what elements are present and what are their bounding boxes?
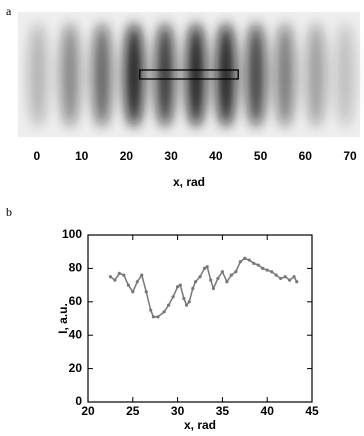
data-point xyxy=(270,270,274,274)
data-point xyxy=(274,273,278,277)
x-tick-label: 40 xyxy=(209,149,223,163)
y-tick-label: 80 xyxy=(69,261,83,275)
x-tick-label: 40 xyxy=(261,404,275,418)
data-point xyxy=(202,266,207,270)
data-point xyxy=(167,303,171,307)
x-tick-label: 20 xyxy=(120,149,134,163)
data-point xyxy=(295,280,299,284)
data-point xyxy=(135,280,139,284)
data-point xyxy=(225,280,229,284)
fringe xyxy=(28,23,48,127)
x-tick-label: 10 xyxy=(75,149,89,163)
plot-frame xyxy=(87,234,313,403)
x-tick-label: 35 xyxy=(216,404,230,418)
fringe xyxy=(335,23,355,127)
x-tick-label: 0 xyxy=(34,149,41,163)
x-tick-label: 30 xyxy=(171,404,185,418)
y-tick-label: 100 xyxy=(62,227,82,241)
data-point xyxy=(140,273,144,277)
x-axis-label: x, rad xyxy=(173,175,205,189)
data-point xyxy=(198,275,202,279)
x-tick-label: 70 xyxy=(343,149,357,163)
data-point xyxy=(243,256,247,260)
data-point xyxy=(126,283,130,287)
x-tick-label: 60 xyxy=(299,149,313,163)
data-point xyxy=(171,295,175,299)
fringe xyxy=(216,23,236,127)
data-point xyxy=(279,276,283,281)
y-axis-label: I, a.u. xyxy=(56,303,70,334)
panel-label: a xyxy=(6,4,12,18)
x-tick-label: 20 xyxy=(81,404,95,418)
x-tick-label: 30 xyxy=(164,149,178,163)
data-point xyxy=(205,265,209,269)
data-point xyxy=(108,275,112,279)
y-tick-label: 0 xyxy=(75,394,82,408)
data-point xyxy=(247,258,251,262)
data-point xyxy=(187,300,191,304)
data-point xyxy=(131,290,135,294)
data-point xyxy=(117,271,121,276)
data-point xyxy=(176,285,180,289)
data-point xyxy=(182,296,186,301)
data-point xyxy=(113,278,117,282)
data-point xyxy=(216,276,220,281)
data-line xyxy=(109,257,298,318)
panel-label: b xyxy=(6,205,12,219)
fringe xyxy=(246,23,266,127)
x-axis-label: x, rad xyxy=(184,418,216,432)
fringe xyxy=(60,23,80,127)
fringe xyxy=(124,23,144,127)
data-point xyxy=(178,283,182,287)
data-point xyxy=(261,266,265,270)
data-point xyxy=(191,286,195,291)
y-tick-label: 60 xyxy=(69,294,83,308)
data-point xyxy=(162,310,166,314)
x-tick-label: 25 xyxy=(126,404,140,418)
fringe xyxy=(306,23,326,127)
data-point xyxy=(234,270,238,274)
fringe xyxy=(155,23,175,127)
data-point xyxy=(211,286,216,291)
data-point xyxy=(229,273,233,277)
data-point xyxy=(256,263,260,267)
data-point xyxy=(156,315,160,319)
data-point xyxy=(288,278,292,282)
fringe xyxy=(275,23,295,127)
y-tick-label: 40 xyxy=(69,327,83,341)
data-point xyxy=(151,315,156,319)
highlight-box xyxy=(139,69,239,80)
data-point xyxy=(252,261,256,265)
y-tick-label: 20 xyxy=(69,361,83,375)
data-point xyxy=(238,260,242,264)
data-point xyxy=(184,303,189,307)
fringe xyxy=(92,23,112,127)
data-point xyxy=(209,278,213,282)
data-point xyxy=(149,308,153,312)
data-point xyxy=(292,275,296,279)
data-point xyxy=(193,280,198,284)
data-point xyxy=(265,268,269,272)
x-tick-label: 50 xyxy=(254,149,268,163)
data-point xyxy=(122,273,126,277)
fringe xyxy=(186,23,206,127)
data-point xyxy=(144,290,148,294)
data-point xyxy=(220,270,224,274)
x-tick-label: 45 xyxy=(305,404,319,418)
data-point xyxy=(283,275,287,279)
